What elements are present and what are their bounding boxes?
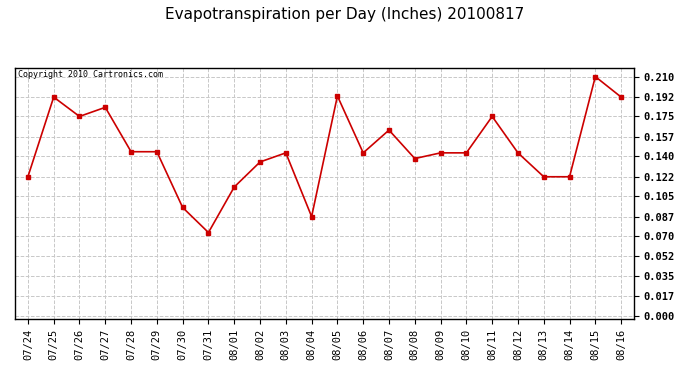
Text: Copyright 2010 Cartronics.com: Copyright 2010 Cartronics.com [18, 70, 163, 79]
Text: Evapotranspiration per Day (Inches) 20100817: Evapotranspiration per Day (Inches) 2010… [166, 8, 524, 22]
